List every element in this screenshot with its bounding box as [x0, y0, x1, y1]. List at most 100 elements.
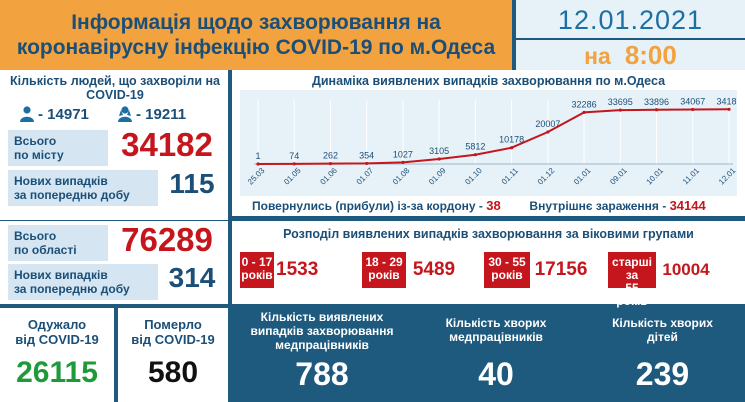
age-group-label-2: років [491, 268, 523, 282]
city-total-label-box: Всього по місту [8, 130, 108, 166]
age-group-label-1: 0 - 17 [241, 255, 273, 269]
region-new-label-box: Нових випадків за попередню добу [8, 264, 158, 300]
chart-area: 1 25.03 74 01.05 262 01.06 354 01.07 1027 01.08 31… [240, 90, 742, 196]
data-label: 74 [289, 151, 299, 161]
data-point [365, 161, 369, 166]
x-tick-label: 12.01 [717, 166, 737, 187]
region-total-label-2: по області [14, 243, 77, 257]
data-point [401, 160, 405, 164]
x-tick-label: 10.01 [645, 166, 666, 187]
city-new-label-box: Нових випадків за попередню добу [8, 170, 158, 206]
internal-value: 34144 [669, 198, 706, 213]
time-display: на 8:00 [516, 40, 745, 70]
region-total-value: 76289 [121, 221, 213, 258]
x-tick-label: 01.12 [536, 166, 557, 187]
time-prefix: на [584, 43, 611, 69]
x-tick-label: 01.05 [282, 166, 303, 187]
city-new-label-1: Нових випадків [14, 174, 108, 188]
x-tick-label: 01.08 [391, 166, 412, 187]
data-label: 262 [323, 151, 338, 161]
title-line-1: Інформація щодо захворювання на [71, 11, 441, 34]
x-tick-label: 09.01 [608, 166, 629, 187]
x-tick-label: 01.06 [318, 166, 339, 187]
series-line [257, 108, 730, 165]
age-group-label-2: років [241, 268, 273, 282]
recovered-label-2: від COVID-19 [15, 332, 99, 347]
date-display: 12.01.2021 [516, 0, 745, 38]
x-tick-label: 01.10 [463, 166, 484, 187]
age-title: Розподіл виявлених випадків захворювання… [283, 227, 694, 241]
data-label: 1 [255, 151, 260, 161]
age-group-value: 10004 [662, 260, 710, 279]
recovered-label-1: Одужало [27, 317, 87, 332]
data-point [654, 108, 659, 112]
deaths-label-1: Померло [144, 317, 202, 332]
data-label: 20007 [535, 119, 560, 129]
city-heading: Кількість людей, що захворіли на COVID-1… [10, 74, 220, 102]
data-point [727, 107, 731, 111]
deaths-label-2: від COVID-19 [131, 332, 215, 347]
children-panel: Кількість хворих дітей 239 [580, 308, 745, 402]
data-label: 354 [359, 150, 374, 160]
data-label: 32286 [572, 99, 597, 109]
male-count: - 14971 [38, 106, 89, 123]
data-label: 34067 [680, 96, 705, 106]
data-point [256, 162, 260, 166]
age-group-value: 1533 [276, 259, 319, 280]
internal-label: Внутрішнє зараження - [529, 199, 667, 213]
data-label: 33896 [644, 97, 669, 107]
x-tick-label: 01.07 [355, 166, 376, 187]
data-label: 1027 [393, 149, 413, 159]
age-group-label-1: 30 - 55 [488, 255, 526, 269]
data-point [582, 110, 586, 114]
age-group-label-box: старші за 55 років [608, 252, 656, 308]
age-group-label-1: 18 - 29 [365, 255, 403, 269]
medics-cases-panel: Кількість виявлених випадків захворюванн… [232, 308, 412, 402]
title-line-2: коронавірусну інфекцію COVID-19 по м.Оде… [16, 36, 496, 59]
age-group-value: 17156 [534, 259, 588, 280]
deaths-panel: Померло від COVID-19 580 [118, 308, 228, 402]
x-tick-label: 11.01 [681, 166, 701, 186]
page-title: Інформація щодо захворювання на коронаві… [0, 0, 512, 70]
data-label: 33695 [608, 97, 633, 107]
city-total-value: 34182 [121, 126, 213, 163]
returned-label: Повернулись (прибули) із-за кордону - [252, 199, 483, 213]
region-panel: Всього по області 76289 Нових випадків з… [0, 221, 228, 304]
children-label: Кількість хворих дітей [612, 316, 713, 344]
age-group-label-1: старші за [612, 255, 652, 282]
city-new-value: 115 [169, 168, 215, 199]
city-total-label-2: по місту [14, 148, 64, 162]
data-point [473, 153, 477, 157]
medics-sick-value: 40 [478, 356, 514, 392]
returned-value: 38 [486, 198, 501, 213]
age-group-label-box: 0 - 17 років [240, 252, 274, 288]
medics-cases-value: 788 [295, 356, 349, 392]
male-person-icon [20, 106, 34, 122]
region-new-label-1: Нових випадків [14, 268, 108, 282]
age-group-label-box: 18 - 29 років [362, 252, 406, 288]
x-tick-label: 01.11 [500, 166, 520, 186]
age-panel: Розподіл виявлених випадків захворювання… [232, 221, 745, 308]
data-label: 10178 [499, 135, 524, 145]
female-count: - 19211 [136, 106, 187, 123]
city-panel: Кількість людей, що захворіли на COVID-1… [0, 70, 228, 220]
age-group-label-box: 30 - 55 років [484, 252, 530, 288]
data-point [510, 146, 514, 150]
region-new-value: 314 [168, 262, 216, 293]
data-point [546, 130, 550, 134]
medics-sick-panel: Кількість хворих медпрацівників 40 [416, 308, 576, 402]
city-new-label-2: за попередню добу [14, 188, 130, 202]
data-point [328, 161, 333, 166]
data-label: 34182 [716, 96, 737, 106]
data-point [292, 162, 296, 166]
age-group-label-2: років [368, 268, 400, 282]
x-tick-label: 25.03 [246, 166, 267, 187]
age-group-value: 5489 [412, 259, 456, 280]
deaths-value: 580 [147, 356, 199, 389]
x-tick-label: 01.09 [427, 166, 448, 187]
recovered-value: 26115 [16, 356, 98, 389]
chart-title: Динаміка виявлених випадків захворювання… [311, 74, 666, 88]
city-total-label-1: Всього [14, 134, 57, 148]
case-dynamics-chart: 1 25.03 74 01.05 262 01.06 354 01.07 1027 01.08 31… [246, 96, 742, 187]
children-value: 239 [635, 356, 690, 392]
